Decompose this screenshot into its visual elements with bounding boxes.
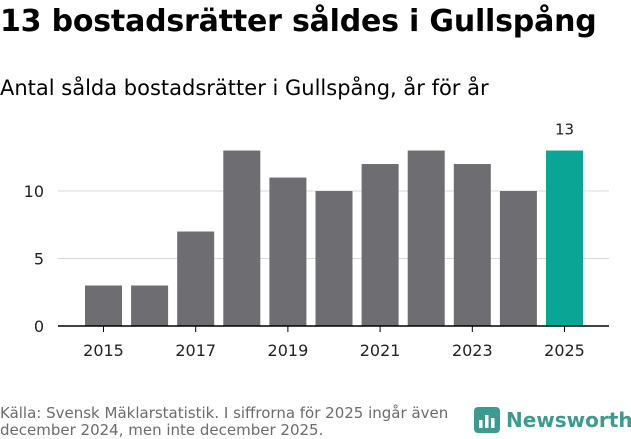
chart-subtitle: Antal sålda bostadsrätter i Gullspång, å… [0,76,489,100]
x-tick-label: 2023 [452,341,493,360]
bar-2020 [315,191,353,326]
y-tick-label: 10 [24,182,44,201]
x-tick-label: 2025 [544,341,585,360]
bar-chart: 0 5 10 13 2015 2017 2019 2021 2023 2025 [24,121,609,360]
bar-chart-logo-icon [474,407,500,433]
brand-logo: Newsworthy [474,407,631,433]
bar-2018 [223,150,261,326]
brand-name: Newsworthy [506,408,631,432]
x-tick-label: 2015 [83,341,124,360]
y-tick-label: 5 [34,250,44,269]
source-note: Källa: Svensk Mäklarstatistik. I siffror… [0,404,449,439]
bar-2021 [361,164,399,326]
y-tick-label: 0 [34,317,44,336]
x-tick-label: 2021 [360,341,401,360]
chart-title: 13 bostadsrätter såldes i Gullspång [0,4,597,39]
bar-2019 [269,177,307,326]
bar-2025 [546,150,583,326]
bar-2017 [177,231,215,326]
bar-2016 [131,285,169,326]
bar-2022 [407,150,445,326]
bar-2024 [499,191,537,326]
x-tick-label: 2019 [268,341,309,360]
bar-2015 [85,285,122,326]
data-label: 13 [555,121,574,139]
bar-2023 [453,164,491,326]
x-tick-label: 2017 [175,341,216,360]
